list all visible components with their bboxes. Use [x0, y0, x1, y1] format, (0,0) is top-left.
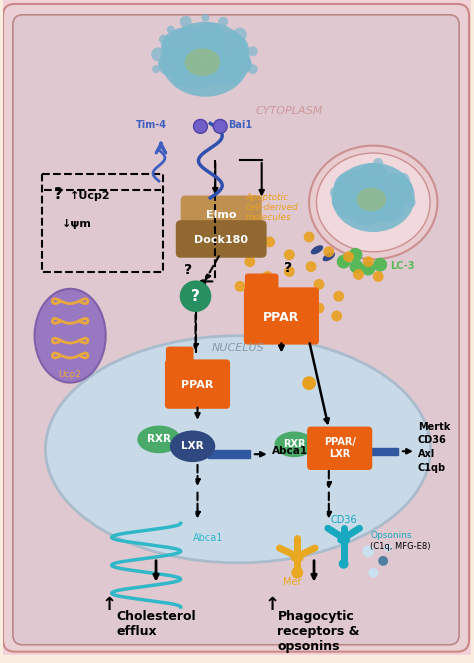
- Text: Mer: Mer: [283, 577, 301, 587]
- Ellipse shape: [185, 48, 220, 76]
- Circle shape: [292, 567, 303, 579]
- Circle shape: [396, 173, 410, 186]
- Circle shape: [349, 260, 364, 274]
- Circle shape: [233, 28, 247, 42]
- Text: ?: ?: [55, 188, 63, 202]
- Circle shape: [331, 310, 342, 322]
- Circle shape: [264, 237, 275, 247]
- Text: RXR: RXR: [283, 440, 306, 450]
- Text: Abca1: Abca1: [272, 446, 308, 456]
- Circle shape: [245, 256, 255, 267]
- Text: PPAR/
LXR: PPAR/ LXR: [324, 438, 356, 459]
- Text: ↓ψm: ↓ψm: [62, 219, 92, 229]
- Circle shape: [406, 198, 416, 208]
- Ellipse shape: [323, 252, 335, 261]
- Ellipse shape: [373, 196, 405, 222]
- Circle shape: [304, 231, 315, 243]
- Circle shape: [348, 248, 363, 262]
- Ellipse shape: [205, 57, 241, 85]
- Ellipse shape: [137, 426, 181, 453]
- Text: Tim-4: Tim-4: [136, 121, 166, 131]
- Circle shape: [302, 376, 316, 390]
- Circle shape: [330, 186, 342, 198]
- FancyBboxPatch shape: [307, 426, 372, 470]
- Circle shape: [361, 262, 375, 276]
- Circle shape: [248, 64, 258, 74]
- Ellipse shape: [334, 170, 377, 206]
- Text: RXR: RXR: [147, 434, 171, 444]
- Text: Apoptotic
cell-derived
molecules: Apoptotic cell-derived molecules: [246, 192, 299, 222]
- Circle shape: [373, 258, 387, 272]
- Circle shape: [373, 158, 383, 168]
- Circle shape: [274, 299, 285, 310]
- Text: ↑: ↑: [102, 596, 117, 614]
- Circle shape: [284, 266, 295, 277]
- Text: ↑: ↑: [264, 596, 280, 614]
- Bar: [368, 448, 398, 455]
- Ellipse shape: [46, 335, 430, 563]
- Text: LC-3: LC-3: [390, 261, 415, 271]
- Text: Ucp2: Ucp2: [59, 370, 82, 379]
- Ellipse shape: [35, 289, 106, 383]
- FancyBboxPatch shape: [245, 274, 278, 299]
- Circle shape: [193, 119, 208, 133]
- FancyBboxPatch shape: [181, 196, 262, 233]
- FancyBboxPatch shape: [165, 359, 230, 409]
- Text: Bai1: Bai1: [228, 121, 252, 131]
- Circle shape: [353, 269, 364, 280]
- Circle shape: [306, 261, 317, 272]
- Text: PPAR: PPAR: [263, 312, 300, 324]
- Ellipse shape: [373, 174, 413, 206]
- Text: CD36: CD36: [330, 515, 357, 525]
- Circle shape: [313, 302, 324, 314]
- Circle shape: [242, 219, 253, 231]
- Circle shape: [272, 316, 283, 326]
- Circle shape: [378, 556, 388, 566]
- Circle shape: [235, 281, 246, 292]
- Circle shape: [173, 76, 182, 86]
- Ellipse shape: [347, 198, 383, 225]
- Circle shape: [337, 206, 349, 218]
- Circle shape: [294, 308, 305, 320]
- FancyBboxPatch shape: [166, 347, 193, 370]
- Circle shape: [201, 14, 210, 22]
- Circle shape: [213, 119, 227, 133]
- Circle shape: [373, 271, 383, 282]
- Text: ↑Ucp2: ↑Ucp2: [70, 192, 111, 202]
- Ellipse shape: [332, 190, 364, 213]
- Circle shape: [313, 279, 324, 290]
- FancyBboxPatch shape: [3, 4, 469, 652]
- Circle shape: [363, 256, 374, 267]
- Circle shape: [363, 545, 374, 557]
- Circle shape: [384, 544, 392, 552]
- Text: Opsonins: Opsonins: [370, 531, 412, 540]
- Ellipse shape: [170, 430, 215, 462]
- Text: Axl: Axl: [418, 449, 435, 459]
- Circle shape: [254, 289, 265, 300]
- Text: Phagocytic
receptors &
opsonins: Phagocytic receptors & opsonins: [277, 610, 360, 653]
- Text: NUCELUS: NUCELUS: [211, 343, 264, 353]
- Ellipse shape: [356, 188, 386, 211]
- Text: ?: ?: [284, 261, 292, 274]
- Circle shape: [159, 34, 169, 44]
- Ellipse shape: [196, 23, 225, 46]
- Circle shape: [294, 289, 305, 300]
- Circle shape: [339, 559, 348, 569]
- Circle shape: [180, 16, 191, 28]
- Circle shape: [284, 249, 295, 260]
- Bar: [209, 450, 250, 458]
- Circle shape: [167, 26, 175, 34]
- Circle shape: [337, 255, 351, 269]
- Circle shape: [323, 247, 334, 257]
- Text: Abca1: Abca1: [192, 533, 223, 543]
- Circle shape: [333, 291, 344, 302]
- Circle shape: [152, 65, 160, 73]
- Ellipse shape: [317, 153, 430, 252]
- Circle shape: [229, 73, 241, 85]
- Ellipse shape: [176, 59, 215, 89]
- Ellipse shape: [332, 163, 415, 232]
- Text: ?: ?: [184, 263, 192, 278]
- Text: CD36: CD36: [418, 436, 447, 446]
- Circle shape: [343, 251, 354, 262]
